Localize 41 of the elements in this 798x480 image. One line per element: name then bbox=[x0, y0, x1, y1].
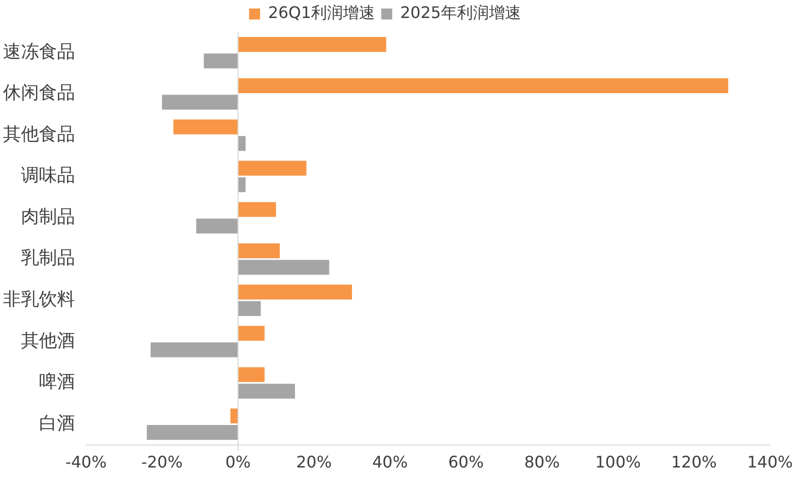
y-tick-label: 休闲食品 bbox=[3, 82, 75, 104]
x-tick-label: 20% bbox=[296, 452, 332, 472]
y-tick-label: 乳制品 bbox=[21, 248, 75, 269]
legend-label: 2025年利润增速 bbox=[400, 3, 521, 22]
x-tick-label: 120% bbox=[671, 452, 717, 472]
bar bbox=[238, 202, 276, 217]
bar bbox=[238, 367, 265, 382]
y-tick-label: 肉制品 bbox=[21, 206, 75, 228]
bar bbox=[204, 53, 238, 68]
bar bbox=[196, 218, 238, 234]
bar bbox=[173, 120, 238, 134]
bar bbox=[162, 94, 238, 110]
y-tick-label: 速冻食品 bbox=[3, 41, 75, 62]
y-tick-label: 非乳饮料 bbox=[3, 288, 75, 310]
y-tick-label: 啤酒 bbox=[39, 372, 75, 393]
y-tick-label: 调味品 bbox=[21, 165, 75, 186]
x-tick-label: 60% bbox=[448, 452, 484, 472]
bar bbox=[238, 136, 246, 151]
bar bbox=[150, 342, 238, 358]
x-tick-label: -20% bbox=[141, 452, 183, 472]
bar bbox=[238, 160, 306, 176]
bar bbox=[238, 260, 330, 275]
x-tick-label: 40% bbox=[372, 452, 408, 472]
bar bbox=[238, 284, 352, 300]
bar bbox=[238, 301, 261, 316]
bar bbox=[238, 36, 386, 52]
bar bbox=[146, 424, 238, 440]
x-tick-label: -40% bbox=[65, 452, 107, 472]
x-tick-label: 100% bbox=[595, 452, 641, 472]
x-tick-label: 140% bbox=[747, 452, 793, 472]
legend-label: 26Q1利润增速 bbox=[268, 3, 376, 22]
bar bbox=[238, 384, 295, 399]
y-tick-label: 白酒 bbox=[39, 412, 75, 434]
y-tick-label: 其他酒 bbox=[21, 330, 75, 352]
bar bbox=[238, 243, 280, 258]
bar bbox=[238, 326, 265, 341]
y-tick-label: 其他食品 bbox=[3, 124, 75, 145]
bar bbox=[230, 408, 238, 424]
bar bbox=[238, 177, 246, 192]
x-tick-label: 80% bbox=[524, 452, 560, 472]
x-tick-label: 0% bbox=[225, 452, 251, 472]
